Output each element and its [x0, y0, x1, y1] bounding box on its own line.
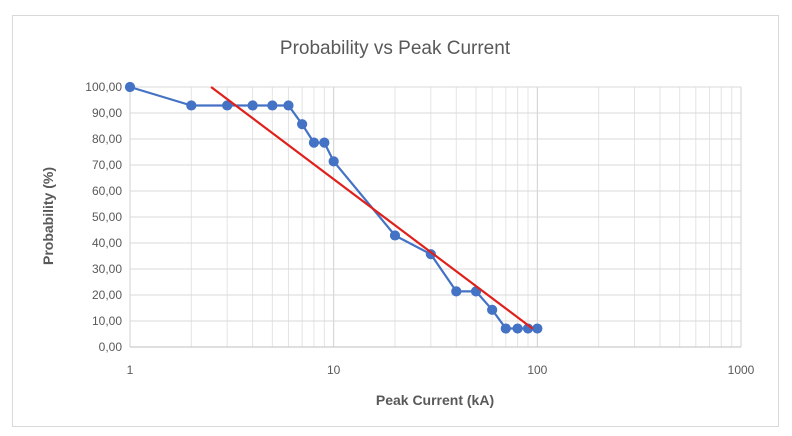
- y-tick-label: 10,00: [92, 314, 122, 328]
- x-axis-title: Peak Current (kA): [376, 392, 494, 408]
- data-point: [308, 137, 320, 148]
- y-axis-title: Probability (%): [40, 167, 56, 265]
- y-tick-label: 100,00: [85, 80, 122, 94]
- data-point: [500, 323, 511, 334]
- x-tick-label: 10: [327, 363, 341, 377]
- data-point: [222, 100, 233, 111]
- y-tick-label: 80,00: [92, 132, 122, 146]
- y-tick-labels: 0,00 10,00 20,00 30,00 40,00 50,00 60,00 70,00 8…: [85, 80, 122, 354]
- grid: [129, 86, 742, 348]
- y-tick-label: 90,00: [92, 106, 122, 120]
- data-point: [532, 323, 543, 334]
- x-tick-label: 1: [127, 363, 134, 377]
- data-point: [124, 81, 136, 93]
- y-tick-label: 30,00: [92, 262, 122, 276]
- data-point: [267, 100, 278, 111]
- y-tick-label: 60,00: [92, 184, 122, 198]
- data-point: [247, 100, 258, 111]
- y-tick-label: 20,00: [92, 288, 122, 302]
- y-tick-label: 70,00: [92, 158, 122, 172]
- data-point: [319, 137, 330, 148]
- data-point: [512, 323, 523, 334]
- data-point: [328, 156, 339, 167]
- series-layer: [124, 81, 543, 334]
- y-tick-label: 40,00: [92, 236, 122, 250]
- y-tick-label: 50,00: [92, 210, 122, 224]
- data-point: [186, 100, 197, 111]
- y-tick-label: 0,00: [99, 340, 123, 354]
- data-point: [487, 304, 498, 315]
- chart-title: Probability vs Peak Current: [280, 38, 511, 59]
- trendline: [210, 86, 534, 330]
- x-tick-labels: 1 10 100 1000: [127, 363, 755, 377]
- data-point: [283, 100, 294, 111]
- data-point: [451, 286, 462, 297]
- x-tick-label: 100: [527, 363, 547, 377]
- data-point: [425, 249, 436, 260]
- x-tick-label: 1000: [728, 363, 755, 377]
- chart-frame: [12, 15, 779, 427]
- data-point: [389, 230, 401, 241]
- data-point: [297, 119, 308, 130]
